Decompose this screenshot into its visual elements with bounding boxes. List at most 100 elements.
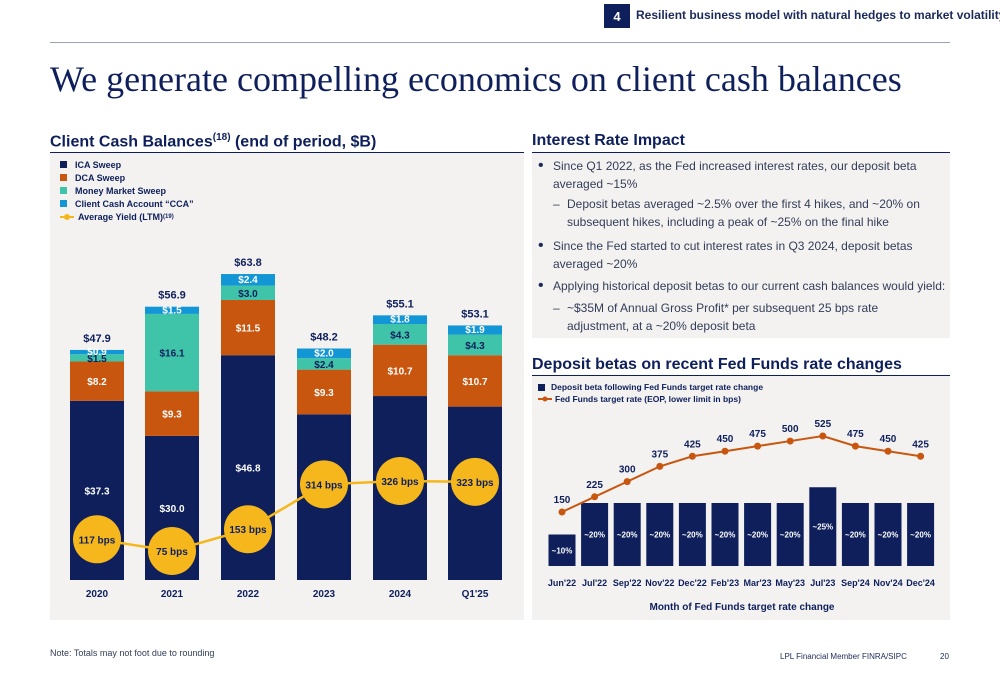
legend-cca: Client Cash Account “CCA” bbox=[60, 197, 194, 210]
bar-segment-dca bbox=[145, 391, 199, 436]
deposit-beta-label: ~20% bbox=[617, 531, 638, 540]
x-tick-label: 2024 bbox=[389, 589, 412, 600]
bar-total-label: $63.8 bbox=[234, 257, 262, 269]
fed-funds-rate-label: 300 bbox=[619, 465, 636, 476]
bullet-text: Deposit betas averaged ~2.5% over the fi… bbox=[567, 197, 920, 229]
average-yield-label: 153 bps bbox=[229, 525, 267, 536]
cash-balances-title-text: Client Cash Balances bbox=[50, 133, 213, 151]
deposit-betas-panel: Deposit beta following Fed Funds target … bbox=[532, 376, 950, 620]
deposit-beta-label: ~20% bbox=[584, 531, 605, 540]
bar-segment-dca bbox=[448, 355, 502, 407]
deposit-beta-label: ~20% bbox=[845, 531, 866, 540]
deposit-beta-bar bbox=[711, 503, 739, 566]
bar-segment-money-market bbox=[373, 323, 427, 345]
cash-balances-title-rule bbox=[50, 152, 524, 153]
cash-balances-legend: ICA Sweep DCA Sweep Money Market Sweep C… bbox=[60, 158, 194, 223]
x-tick-label: 2020 bbox=[86, 589, 109, 600]
fed-funds-rate-marker bbox=[884, 447, 892, 455]
deposit-betas-legend: Deposit beta following Fed Funds target … bbox=[538, 381, 763, 405]
deposit-beta-label: ~20% bbox=[878, 531, 899, 540]
bar-label-dca: $9.3 bbox=[314, 388, 334, 399]
bar-label-dca: $11.5 bbox=[236, 324, 261, 335]
fed-funds-rate-label: 375 bbox=[651, 449, 668, 460]
deposit-betas-title-rule bbox=[532, 375, 950, 376]
bar-total-label: $55.1 bbox=[386, 298, 414, 310]
x-tick-label: Sep'24 bbox=[841, 578, 870, 588]
legend-dca-sweep: DCA Sweep bbox=[60, 171, 194, 184]
fed-funds-rate-marker bbox=[851, 442, 859, 450]
x-tick-label: Jul'23 bbox=[810, 578, 835, 588]
bar-segment-dca bbox=[221, 299, 275, 356]
bar-label-cca: $2.4 bbox=[238, 275, 258, 286]
deposit-beta-bar bbox=[907, 503, 935, 566]
x-tick-label: Q1'25 bbox=[462, 589, 489, 600]
section-number-badge: 4 bbox=[604, 4, 630, 28]
legend-swatch bbox=[538, 383, 545, 391]
fed-funds-rate-label: 500 bbox=[782, 424, 799, 435]
bar-label-money-market: $4.3 bbox=[465, 341, 485, 352]
bar-segment-cca bbox=[448, 325, 502, 335]
x-tick-label: 2021 bbox=[161, 589, 184, 600]
bar-segment-dca bbox=[297, 369, 351, 415]
fed-funds-rate-marker bbox=[688, 452, 696, 460]
bullet-marker: • bbox=[538, 237, 544, 254]
bar-segment-cca bbox=[221, 274, 275, 286]
bullet-marker: • bbox=[538, 157, 544, 174]
fed-funds-rate-marker bbox=[623, 478, 631, 486]
fed-funds-rate-label: 150 bbox=[554, 495, 571, 506]
fed-funds-rate-marker bbox=[656, 462, 664, 470]
average-yield-marker bbox=[451, 457, 499, 506]
legend-fed-funds-rate: Fed Funds target rate (EOP, lower limit … bbox=[538, 393, 763, 405]
bar-segment-money-market bbox=[145, 313, 199, 392]
x-tick-label: Dec'22 bbox=[678, 578, 707, 588]
bar-label-ica: $37.3 bbox=[84, 486, 109, 497]
bar-label-cca: $1.5 bbox=[162, 305, 182, 316]
deposit-beta-label: ~20% bbox=[747, 531, 768, 540]
bar-total-label: $56.9 bbox=[158, 290, 186, 302]
fed-funds-rate-label: 475 bbox=[749, 429, 766, 440]
bar-segment-dca bbox=[70, 361, 124, 401]
legend-label: Average Yield (LTM) bbox=[78, 211, 164, 222]
deposit-betas-title: Deposit betas on recent Fed Funds rate c… bbox=[532, 356, 902, 373]
legend-label: Client Cash Account “CCA” bbox=[75, 198, 194, 209]
x-tick-label: Jun'22 bbox=[548, 578, 576, 588]
legend-swatch bbox=[60, 200, 67, 207]
deposit-beta-bar bbox=[548, 534, 576, 566]
deposit-beta-bar bbox=[776, 503, 804, 566]
fed-funds-rate-label: 475 bbox=[847, 429, 864, 440]
legend-deposit-beta: Deposit beta following Fed Funds target … bbox=[538, 381, 763, 393]
deposit-beta-label: ~10% bbox=[552, 546, 573, 555]
page-number: 20 bbox=[940, 652, 949, 661]
fed-funds-rate-label: 225 bbox=[586, 480, 603, 491]
bullet-text: Since the Fed started to cut interest ra… bbox=[553, 239, 913, 271]
fed-funds-rate-label: 425 bbox=[684, 439, 701, 450]
cash-balances-panel: ICA Sweep DCA Sweep Money Market Sweep C… bbox=[50, 153, 524, 620]
bar-segment-cca bbox=[145, 306, 199, 314]
bar-label-ica: $46.8 bbox=[235, 464, 260, 475]
x-tick-label: 2022 bbox=[237, 589, 260, 600]
bar-label-money-market: $3.0 bbox=[238, 289, 258, 300]
legend-label: Money Market Sweep bbox=[75, 185, 167, 196]
x-tick-label: Nov'22 bbox=[645, 578, 674, 588]
deposit-beta-bar bbox=[678, 503, 706, 566]
bar-total-label: $53.1 bbox=[461, 308, 489, 320]
bar-total-label: $48.2 bbox=[310, 331, 338, 343]
cash-balances-title-suffix: (end of period, $B) bbox=[230, 133, 377, 151]
average-yield-label: 326 bps bbox=[381, 477, 419, 488]
fed-funds-rate-label: 450 bbox=[717, 434, 734, 445]
legend-label: Fed Funds target rate (EOP, lower limit … bbox=[555, 394, 741, 404]
bar-label-dca: $9.3 bbox=[162, 410, 182, 421]
bar-label-dca: $8.2 bbox=[87, 377, 107, 388]
bar-label-money-market: $4.3 bbox=[390, 330, 410, 341]
interest-rate-title: Interest Rate Impact bbox=[532, 132, 685, 149]
bar-segment-cca bbox=[373, 315, 427, 324]
x-tick-label: Nov'24 bbox=[873, 578, 902, 588]
x-tick-label: Jul'22 bbox=[582, 578, 607, 588]
bar-label-dca: $10.7 bbox=[387, 366, 412, 377]
bullet-marker: • bbox=[538, 277, 544, 294]
cash-balances-chart: $37.3$8.2$1.5$0.9$47.92020$30.0$9.3$16.1… bbox=[70, 257, 502, 600]
average-yield-label: 117 bps bbox=[79, 535, 116, 546]
legend-label: Deposit beta following Fed Funds target … bbox=[551, 382, 764, 392]
legend-average-yield: Average Yield (LTM) (19) bbox=[60, 210, 194, 223]
x-tick-label: Dec'24 bbox=[906, 578, 935, 588]
